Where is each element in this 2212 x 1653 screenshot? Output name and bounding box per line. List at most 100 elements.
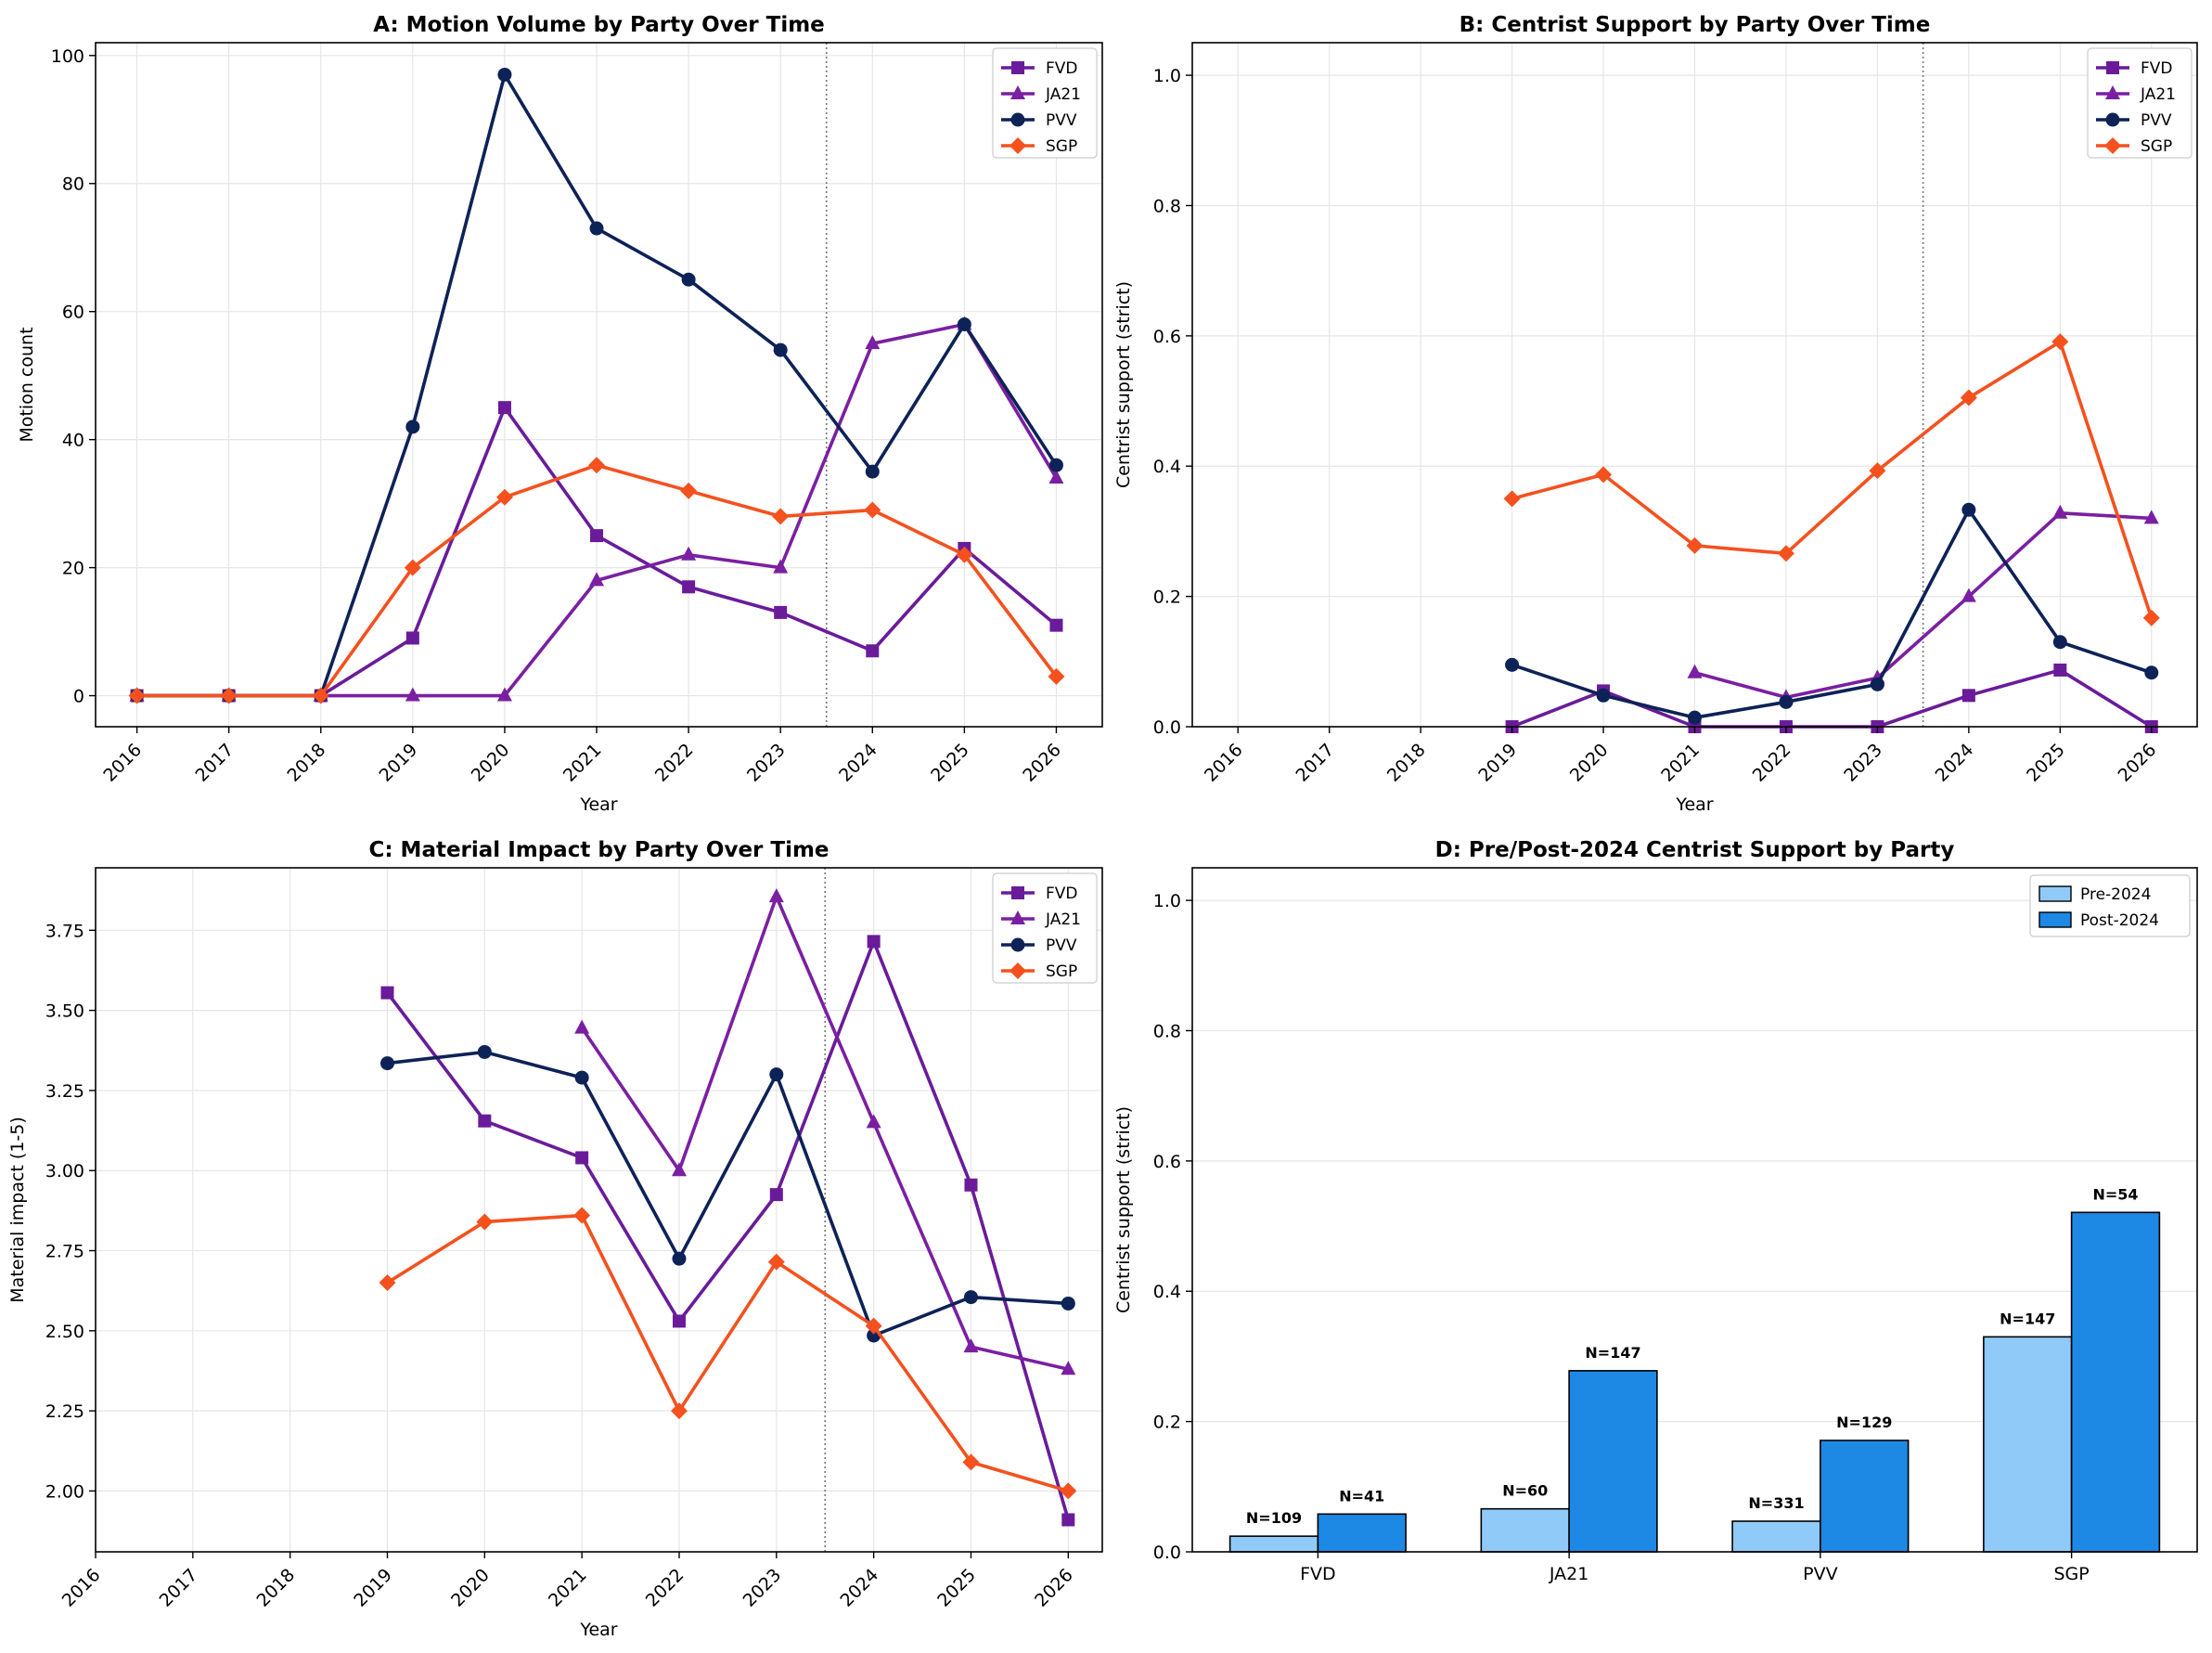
data-point-SGP (1595, 466, 1613, 484)
x-tick-label: 2018 (284, 740, 330, 786)
chart-title: A: Motion Volume by Party Over Time (373, 13, 825, 37)
data-point-PVV (1870, 677, 1884, 691)
legend-marker-FVD (1011, 61, 1024, 74)
data-point-SGP (1060, 1482, 1077, 1500)
data-point-FVD (1961, 689, 1975, 703)
y-tick-label: 3.50 (45, 1001, 84, 1022)
x-tick-label: 2020 (1566, 740, 1613, 786)
chart-title: B: Centrist Support by Party Over Time (1460, 13, 1931, 37)
y-tick-label: 0.6 (1153, 327, 1181, 347)
data-point-SGP (2051, 333, 2069, 351)
data-point-PVV (2144, 665, 2159, 680)
data-point-PVV (769, 1067, 784, 1082)
x-tick-label: 2022 (642, 1565, 688, 1611)
x-category-label: JA21 (1549, 1564, 1588, 1584)
data-point-FVD (380, 986, 394, 1000)
data-point-FVD (478, 1114, 492, 1128)
legend-marker-PVV (1010, 112, 1025, 127)
data-point-SGP (865, 1317, 882, 1335)
x-tick-label: 2018 (252, 1565, 299, 1611)
legend-marker-SGP (2104, 137, 2121, 154)
x-axis-label: Year (579, 794, 617, 815)
data-point-FVD (1061, 1513, 1075, 1527)
data-point-PVV (1779, 694, 1794, 709)
data-point-FVD (1049, 618, 1063, 632)
y-axis-label: Centrist support (strict) (1113, 281, 1134, 488)
bar-Pre-2024 (1983, 1336, 2073, 1553)
data-point-FVD (867, 935, 881, 949)
x-tick-label: 2019 (376, 740, 422, 786)
y-tick-label: 0.0 (1153, 1543, 1181, 1563)
data-point-SGP (312, 687, 329, 704)
legend-label: PVV (1046, 111, 1077, 130)
legend-marker-SGP (1010, 137, 1026, 154)
x-tick-label: 2021 (545, 1565, 591, 1611)
data-point-SGP (588, 457, 606, 474)
y-tick-label: 2.50 (45, 1322, 84, 1342)
bar-count-label: N=60 (1502, 1482, 1548, 1500)
data-point-JA21 (1961, 588, 1976, 602)
data-point-FVD (590, 529, 604, 543)
legend-marker-SGP (1010, 962, 1026, 979)
data-point-JA21 (773, 559, 789, 574)
x-tick-label: 2025 (927, 740, 973, 786)
bar-Post-2024 (1317, 1513, 1407, 1553)
x-category-label: PVV (1803, 1564, 1837, 1584)
data-point-FVD (672, 1314, 686, 1328)
data-point-JA21 (2143, 510, 2159, 524)
series-line-FVD (386, 939, 1071, 1520)
x-tick-label: 2026 (2115, 740, 2161, 786)
x-axis-label: Year (1675, 794, 1713, 815)
x-tick-label: 2016 (99, 740, 146, 786)
legend-marker-JA21 (2105, 85, 2120, 99)
bar-count-label: N=109 (1246, 1509, 1302, 1527)
x-tick-label: 2024 (1932, 740, 1978, 786)
y-tick-label: 1.0 (1153, 66, 1181, 86)
chart-panel-B: 0.0 0.2 0.4 0.6 0.8 1.0 2016 2017 2018 2019 2020 20… (1113, 13, 2198, 815)
bar-Pre-2024 (1228, 1535, 1319, 1553)
x-tick-label: 2022 (651, 740, 698, 786)
data-point-SGP (864, 501, 881, 519)
data-point-FVD (405, 631, 419, 645)
legend-box (2087, 47, 2193, 159)
data-point-SGP (379, 1274, 396, 1292)
data-point-FVD (575, 1151, 589, 1165)
series-line-SGP (1511, 340, 2154, 619)
data-point-SGP (1048, 667, 1065, 685)
x-tick-label: 2016 (58, 1565, 105, 1611)
data-point-PVV (589, 221, 604, 236)
y-tick-label: 0.4 (1153, 1282, 1181, 1302)
data-point-FVD (964, 1178, 978, 1192)
data-point-SGP (772, 508, 790, 525)
axes-frame (95, 42, 1103, 728)
x-tick-label: 2025 (2023, 740, 2069, 786)
y-tick-label: 0.2 (1153, 588, 1181, 608)
chart-panel-C: 2.00 2.25 2.50 2.75 3.00 3.25 3.50 3.75 2016 2017… (7, 838, 1103, 1640)
y-tick-label: 2.00 (45, 1481, 84, 1502)
data-point-PVV (1961, 502, 1976, 517)
y-tick-label: 0.8 (1153, 1021, 1181, 1041)
legend-label: SGP (1046, 962, 1077, 981)
x-tick-label: 2023 (739, 1565, 786, 1611)
data-point-PVV (963, 1290, 978, 1305)
legend-label: Post-2024 (2080, 911, 2159, 930)
y-tick-label: 60 (62, 303, 84, 323)
data-point-SGP (128, 687, 146, 704)
bar-count-label: N=147 (1585, 1344, 1640, 1362)
data-point-PVV (1688, 710, 1702, 725)
data-point-SGP (670, 1402, 688, 1420)
data-point-JA21 (963, 1338, 979, 1353)
data-point-JA21 (496, 687, 512, 702)
y-tick-label: 100 (51, 46, 84, 67)
data-point-SGP (680, 482, 698, 499)
data-point-PVV (773, 342, 788, 357)
data-point-FVD (866, 644, 880, 658)
chart-title: D: Pre/Post-2024 Centrist Support by Par… (1435, 838, 1955, 862)
legend-label: PVV (1046, 936, 1077, 955)
data-point-JA21 (1048, 470, 1064, 484)
y-tick-label: 0.6 (1153, 1152, 1181, 1172)
axes-frame (95, 867, 1103, 1553)
data-point-PVV (957, 316, 971, 331)
data-point-FVD (769, 1188, 783, 1202)
data-point-SGP (476, 1213, 494, 1231)
